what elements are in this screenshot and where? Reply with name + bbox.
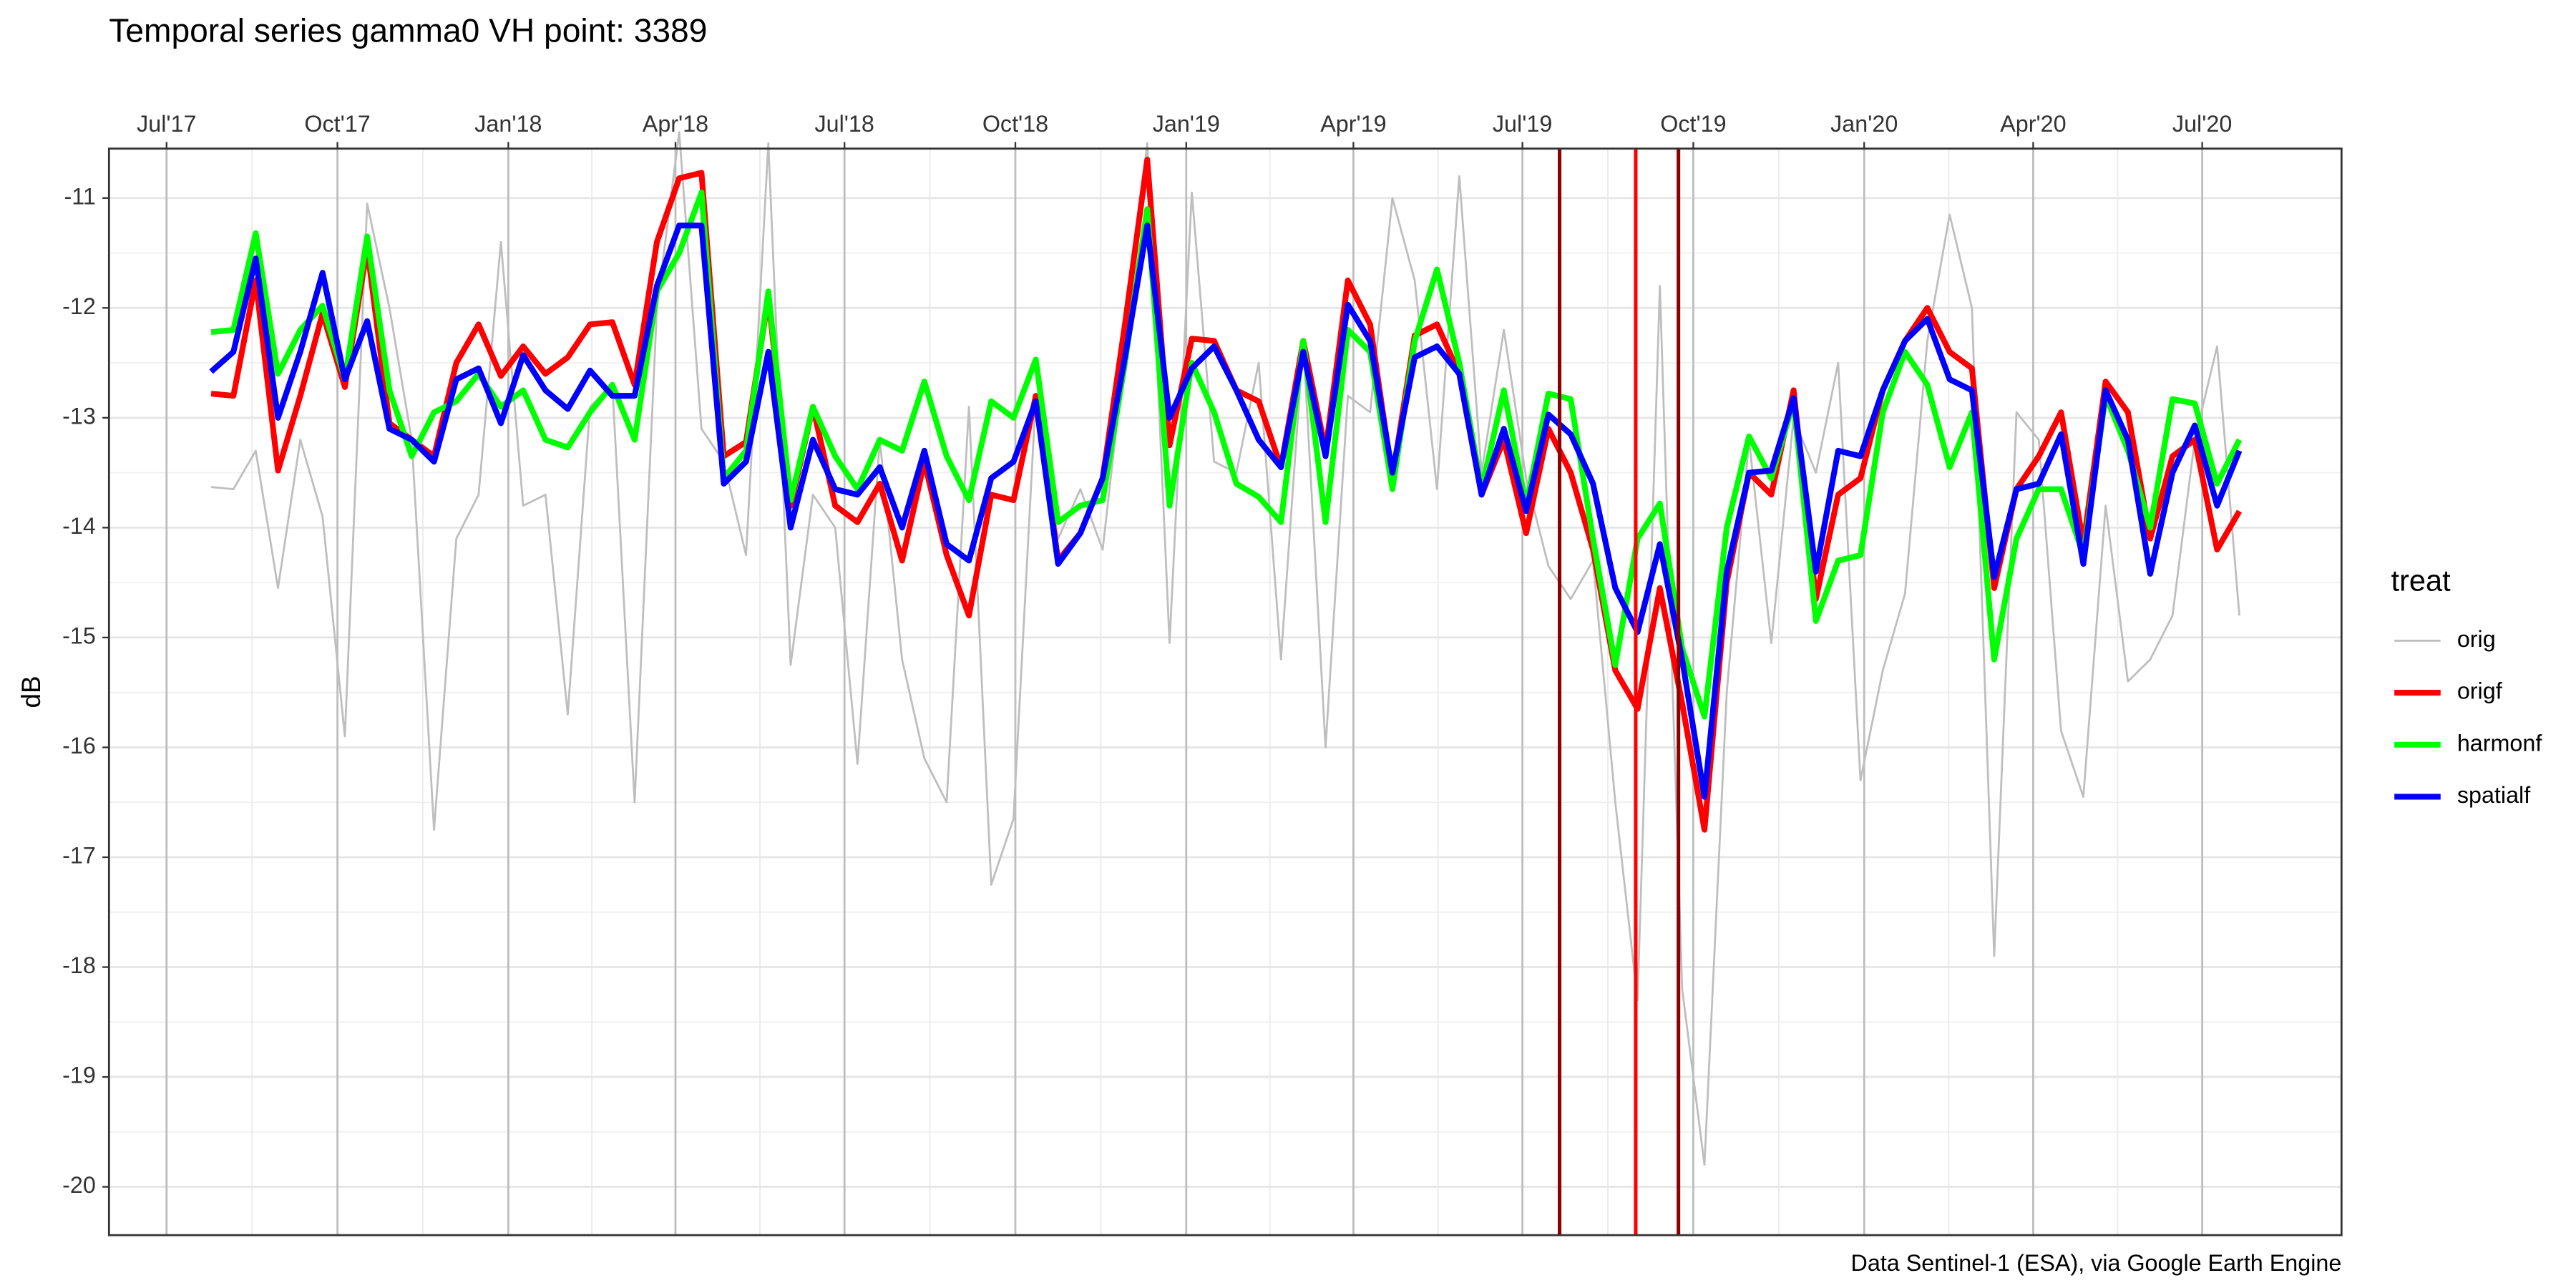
x-tick-label: Apr'19 bbox=[1320, 111, 1386, 137]
y-tick-label: -15 bbox=[62, 623, 96, 648]
y-axis-label: dB bbox=[16, 675, 46, 708]
series-line bbox=[210, 190, 2243, 720]
y-tick-label: -16 bbox=[62, 733, 96, 758]
x-tick-label: Oct'19 bbox=[1660, 111, 1726, 137]
y-tick-label: -17 bbox=[62, 843, 96, 869]
x-tick-label: Apr'20 bbox=[2000, 111, 2066, 137]
x-tick-label: Jul'19 bbox=[1493, 111, 1552, 137]
x-tick-label: Jul'17 bbox=[137, 111, 196, 137]
x-tick-label: Jan'20 bbox=[1830, 111, 1898, 137]
y-tick-label: -13 bbox=[62, 403, 96, 429]
legend-label: orig bbox=[2457, 626, 2496, 652]
x-tick-label: Jan'18 bbox=[474, 111, 542, 137]
panel-border bbox=[107, 147, 2343, 1236]
y-tick-label: -18 bbox=[62, 952, 96, 978]
legend-label: spatialf bbox=[2457, 782, 2531, 808]
y-tick-label: -20 bbox=[62, 1172, 96, 1198]
chart-title: Temporal series gamma0 VH point: 3389 bbox=[109, 11, 707, 49]
legend-label: harmonf bbox=[2457, 730, 2543, 756]
x-tick-label: Oct'17 bbox=[304, 111, 370, 137]
y-tick-label: -19 bbox=[62, 1063, 96, 1088]
legend-label: origf bbox=[2457, 678, 2503, 704]
x-tick-label: Oct'18 bbox=[982, 111, 1048, 137]
y-tick-label: -12 bbox=[62, 293, 96, 319]
legend-title: treat bbox=[2391, 564, 2451, 597]
x-tick-label: Jul'20 bbox=[2172, 111, 2232, 137]
series-line bbox=[210, 131, 2240, 1166]
x-tick-label: Jan'19 bbox=[1153, 111, 1220, 137]
x-tick-label: Apr'18 bbox=[643, 111, 708, 137]
series-line bbox=[209, 223, 2243, 800]
y-tick-label: -11 bbox=[64, 183, 96, 209]
x-tick-label: Jul'18 bbox=[814, 111, 874, 137]
caption: Data Sentinel-1 (ESA), via Google Earth … bbox=[1851, 1250, 2342, 1276]
y-tick-label: -14 bbox=[62, 513, 96, 539]
